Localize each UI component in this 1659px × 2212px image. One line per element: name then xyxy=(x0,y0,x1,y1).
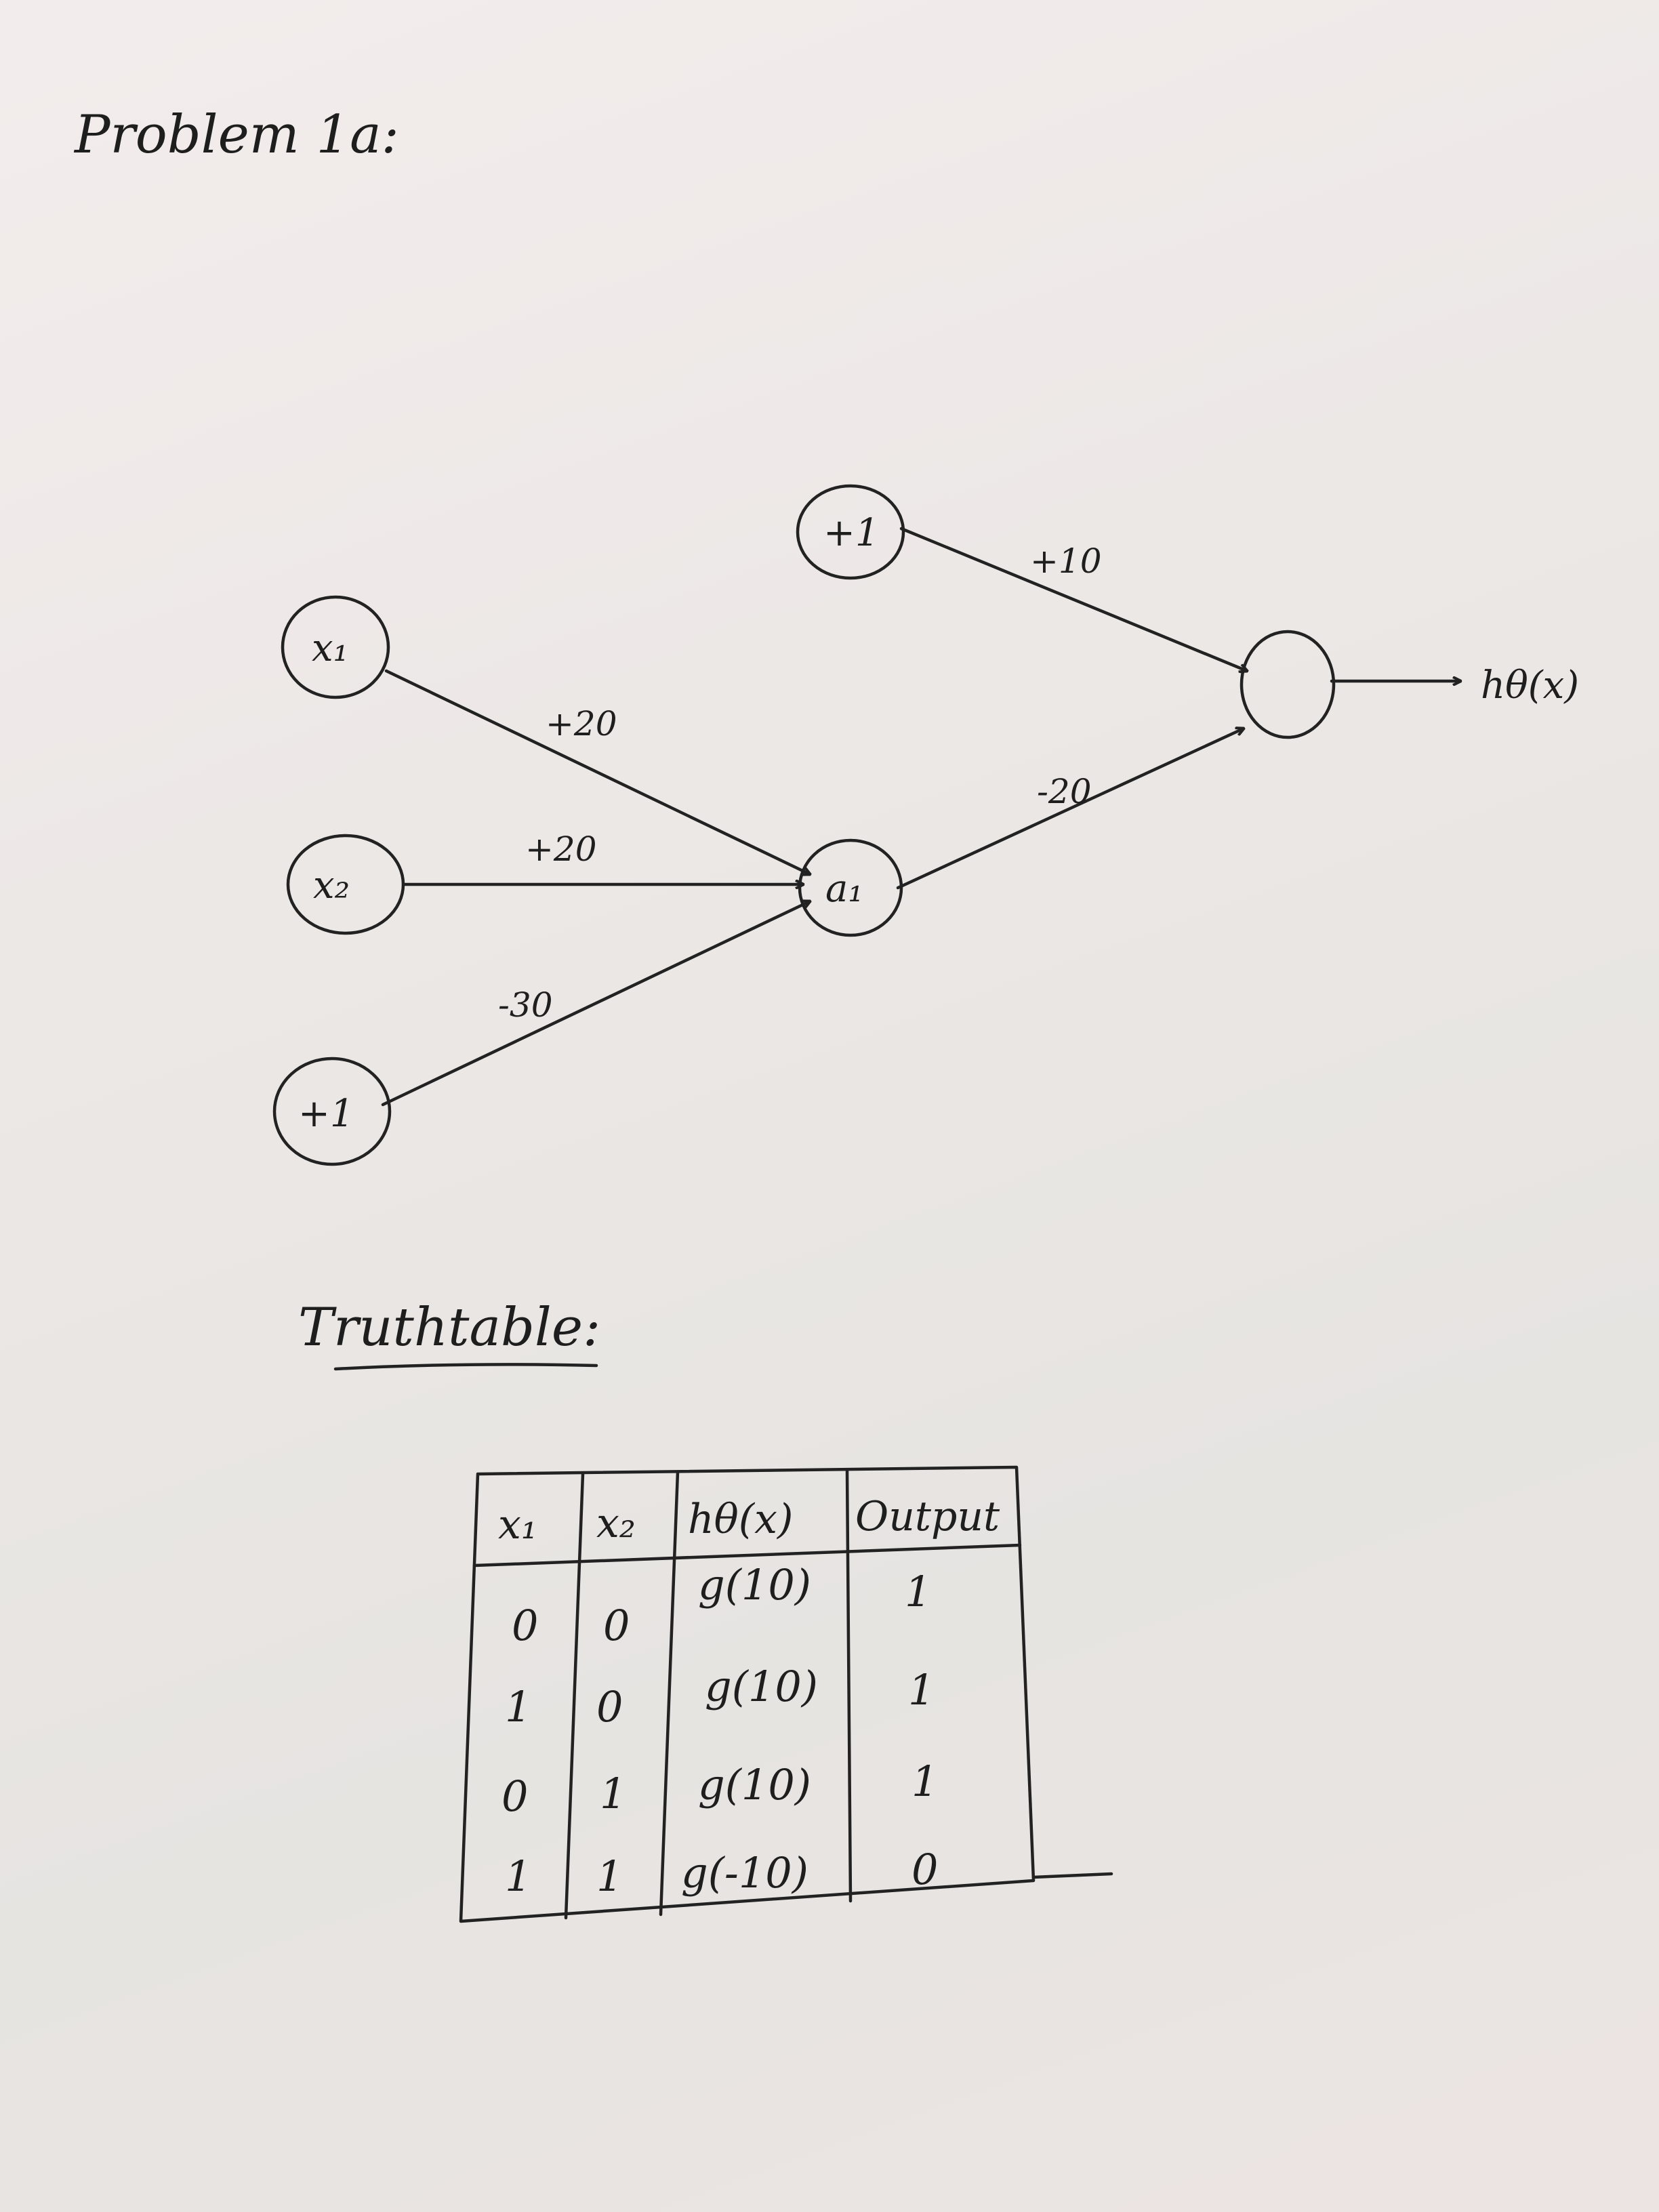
page-title: Problem 1a: xyxy=(73,104,399,165)
edge-x1-to-a1 xyxy=(384,669,810,874)
node-bias-hidden-label: +1 xyxy=(823,511,880,555)
node-hidden-a1-label: a₁ xyxy=(825,867,863,911)
cell-r4-output: 0 xyxy=(912,1845,938,1894)
output-label: hθ(x) xyxy=(1481,663,1579,708)
weight-bias-to-output: +10 xyxy=(1030,541,1102,581)
cell-r2-htheta: g(10) xyxy=(705,1662,818,1711)
header-htheta: hθ(x) xyxy=(688,1496,793,1543)
weight-bias-to-a1: -30 xyxy=(498,985,553,1025)
cell-r3-htheta: g(10) xyxy=(698,1760,811,1809)
cell-r3-output: 1 xyxy=(912,1757,938,1806)
cell-r4-x1: 1 xyxy=(505,1851,531,1901)
node-bias-hidden xyxy=(796,484,905,580)
node-x1-label: x₁ xyxy=(312,626,348,670)
cell-r4-htheta: g(-10) xyxy=(681,1848,808,1898)
cell-r1-x1: 0 xyxy=(512,1601,538,1650)
cell-r1-x2: 0 xyxy=(603,1601,630,1650)
node-hidden-a1 xyxy=(798,838,903,937)
cell-r1-htheta: g(10) xyxy=(698,1560,811,1610)
cell-r2-x2: 0 xyxy=(596,1682,623,1732)
weight-x2-to-a1: +20 xyxy=(525,830,597,869)
edge-bias-to-output xyxy=(899,527,1247,671)
node-bias-input-label: +1 xyxy=(298,1092,354,1136)
table-header-divider xyxy=(472,1543,1022,1568)
cell-r3-x1: 0 xyxy=(501,1771,528,1821)
weight-a1-to-output: -20 xyxy=(1037,772,1092,811)
cell-r2-x1: 1 xyxy=(505,1682,531,1732)
header-x1: x₁ xyxy=(498,1501,537,1549)
table-col-divider-3 xyxy=(845,1469,853,1903)
table-border xyxy=(459,1465,1036,1923)
cell-r2-output: 1 xyxy=(908,1665,935,1715)
truth-table: x₁ x₂ hθ(x) Output 0 0 g(10) 1 1 0 g(10)… xyxy=(459,1465,1113,1923)
weight-x1-to-a1: +20 xyxy=(546,704,617,743)
heading-underline xyxy=(333,1363,598,1371)
edge-a1-to-output xyxy=(896,729,1244,890)
node-x1 xyxy=(281,595,390,699)
header-x2: x₂ xyxy=(596,1500,636,1547)
node-output xyxy=(1240,630,1336,739)
cell-r3-x2: 1 xyxy=(600,1769,626,1818)
node-bias-input xyxy=(272,1057,392,1166)
node-x2-label: x₂ xyxy=(313,863,350,907)
cell-r4-x2: 1 xyxy=(596,1851,623,1901)
table-extra-stroke xyxy=(1031,1872,1113,1879)
table-col-divider-2 xyxy=(659,1470,680,1917)
edge-bias-to-a1 xyxy=(381,901,810,1107)
table-col-divider-1 xyxy=(564,1472,585,1920)
cell-r1-output: 1 xyxy=(905,1567,931,1616)
truth-table-heading: Truthtable: xyxy=(298,1297,600,1358)
header-output: Output xyxy=(855,1493,1000,1540)
node-x2 xyxy=(286,834,405,935)
neural-network-diagram: x₁ x₂ +1 +1 a₁ +20 +20 -30 +10 -20 hθ(x) xyxy=(272,484,1579,1166)
